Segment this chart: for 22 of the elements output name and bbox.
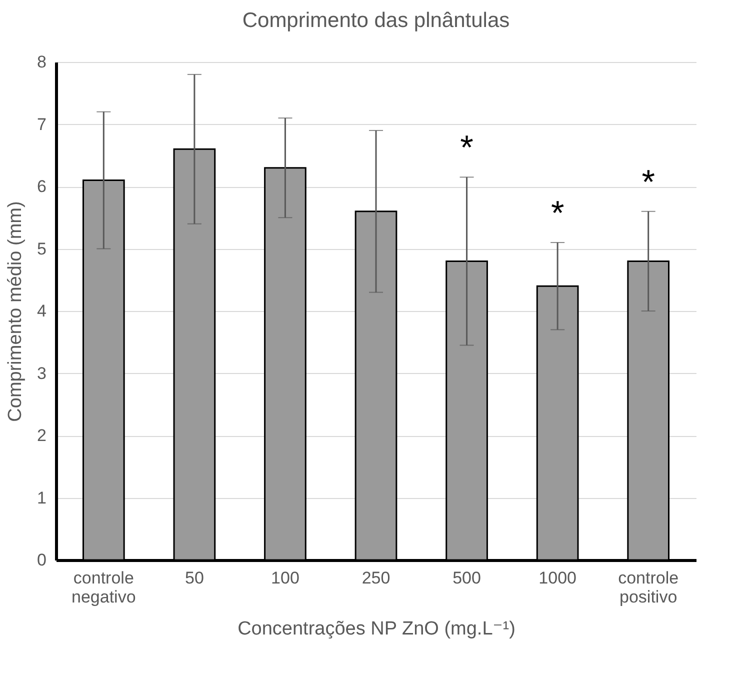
x-tick-label: controle positivo xyxy=(618,568,679,606)
y-tick-label: 8 xyxy=(37,52,46,72)
x-tick-label: 1000 xyxy=(538,568,576,588)
x-tick-label: 500 xyxy=(452,568,481,588)
x-tick-label: 250 xyxy=(362,568,390,588)
y-axis-title: Comprimento médio (mm) xyxy=(5,201,26,422)
y-tick-label: 3 xyxy=(37,364,46,383)
x-tick-label: 100 xyxy=(271,568,300,588)
x-tick-label: controle negativo xyxy=(72,568,136,606)
y-tick-label: 4 xyxy=(37,302,46,320)
annotation: * xyxy=(642,163,655,202)
annotation: * xyxy=(460,129,474,168)
y-tick-label: 7 xyxy=(37,114,46,134)
y-tick-label: 1 xyxy=(37,488,46,508)
chart-title: Comprimento das plnântulas xyxy=(242,9,510,32)
y-tick-label: 0 xyxy=(37,550,46,570)
x-axis-title: Concentrações NP ZnO (mg.L⁻¹) xyxy=(238,618,516,640)
y-tick-label: 6 xyxy=(37,177,46,196)
y-tick-label: 5 xyxy=(37,239,46,258)
x-tick-label: 50 xyxy=(184,568,204,588)
y-tick-label: 2 xyxy=(37,426,46,445)
annotation: * xyxy=(550,194,564,233)
